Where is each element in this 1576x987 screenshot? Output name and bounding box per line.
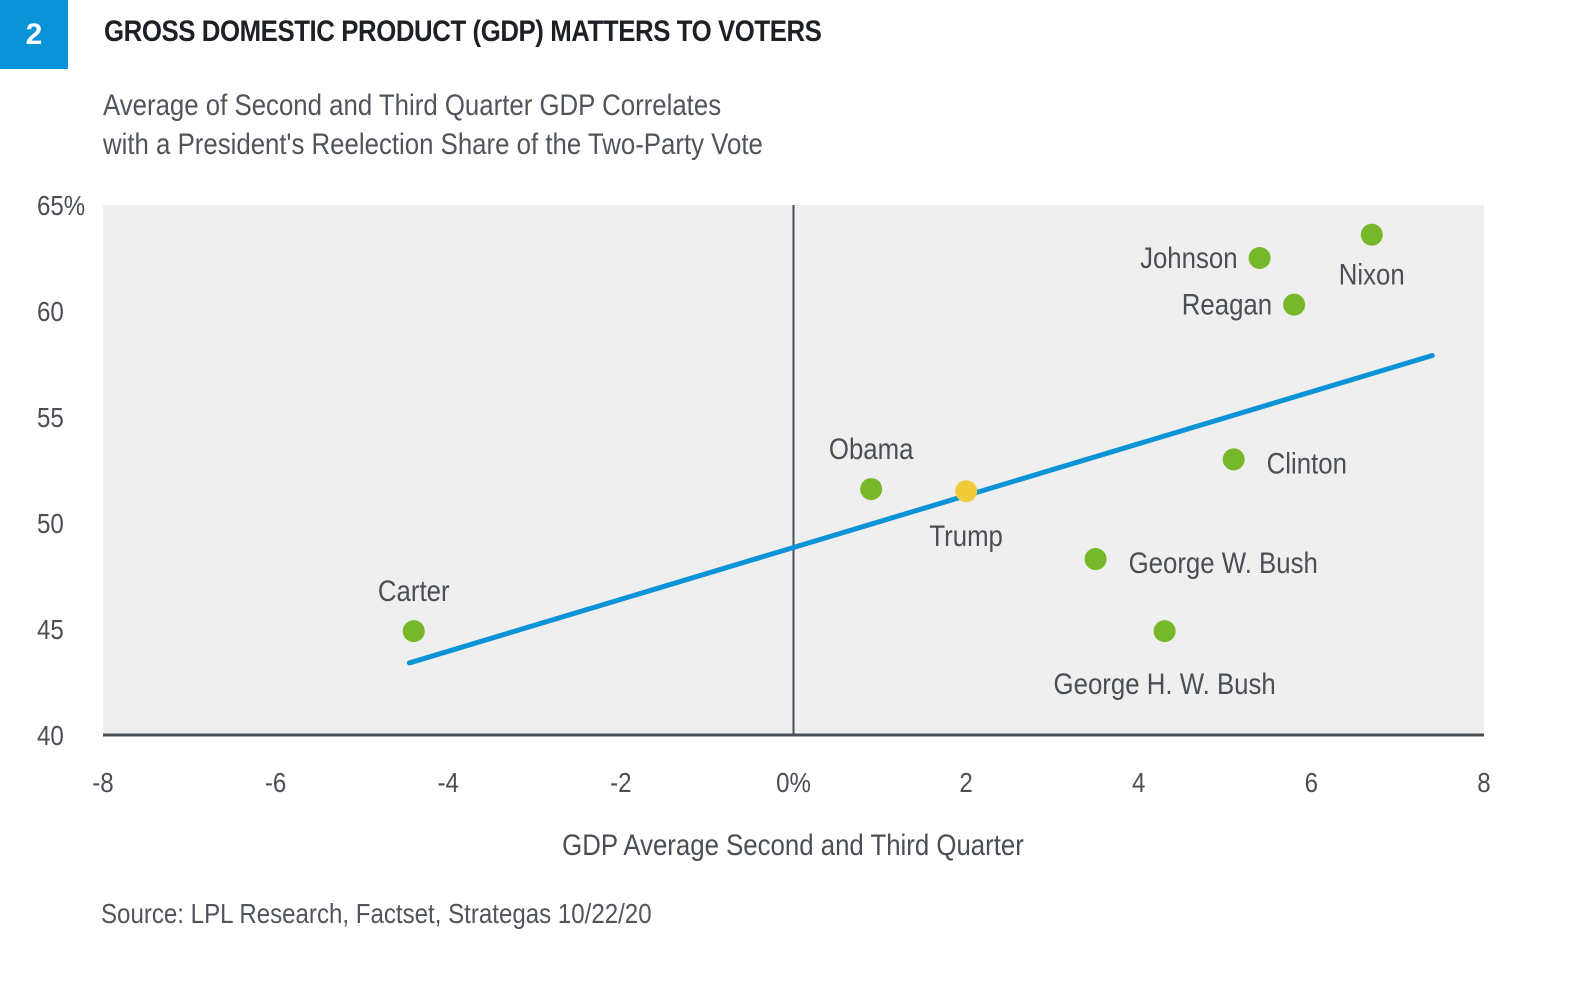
x-tick-label: 6 (1305, 766, 1318, 798)
data-point-obama (860, 478, 883, 501)
x-tick-label: -8 (92, 766, 113, 798)
data-label-george-h-w-bush: George H. W. Bush (1054, 667, 1276, 700)
data-point-george-w-bush (1084, 548, 1107, 571)
data-point-reagan (1283, 293, 1306, 316)
data-label-clinton: Clinton (1267, 447, 1347, 480)
y-tick-label: 45 (37, 613, 64, 645)
subtitle-line-2: with a President's Reelection Share of t… (103, 128, 763, 161)
data-points: Nixon Johnson Reagan Clinton Obama Trump Georg… (378, 223, 1405, 701)
data-label-nixon: Nixon (1339, 258, 1405, 291)
figure-number-badge: 2 (0, 0, 68, 69)
x-tick-label: -6 (265, 766, 286, 798)
data-label-trump: Trump (929, 519, 1003, 552)
y-tick-label: 60 (37, 295, 64, 327)
data-label-obama: Obama (829, 432, 914, 465)
chart-title: GROSS DOMESTIC PRODUCT (GDP) MATTERS TO … (104, 15, 822, 48)
x-axis-label: GDP Average Second and Third Quarter (562, 828, 1024, 861)
x-tick-label: 2 (959, 766, 972, 798)
chart-subtitle: Average of Second and Third Quarter GDP … (103, 86, 763, 164)
x-tick-label: -2 (610, 766, 631, 798)
source-note: Source: LPL Research, Factset, Strategas… (101, 898, 652, 929)
data-point-johnson (1248, 247, 1271, 269)
data-label-george-w-bush: George W. Bush (1129, 546, 1318, 579)
data-label-johnson: Johnson (1140, 241, 1238, 274)
y-tick-label: 65% (37, 189, 85, 221)
trend-line (406, 353, 1435, 666)
data-label-carter: Carter (378, 574, 450, 607)
data-point-trump (955, 480, 978, 503)
y-axis-ticks: 40 45 50 55 60 65% (37, 189, 85, 751)
data-point-carter (402, 620, 425, 643)
data-point-clinton (1222, 448, 1245, 471)
x-tick-label: 4 (1132, 766, 1145, 798)
x-tick-label: 0% (776, 766, 811, 798)
data-point-george-h-w-bush (1153, 620, 1176, 643)
y-tick-label: 40 (37, 719, 64, 751)
x-axis-ticks: -8 -6 -4 -2 0% 2 4 6 8 (92, 766, 1490, 798)
subtitle-line-1: Average of Second and Third Quarter GDP … (103, 89, 722, 122)
x-tick-label: 8 (1477, 766, 1490, 798)
y-tick-label: 55 (37, 401, 64, 433)
x-tick-label: -4 (438, 766, 459, 798)
y-tick-label: 50 (37, 507, 64, 539)
data-label-reagan: Reagan (1182, 288, 1272, 321)
data-point-nixon (1360, 223, 1383, 246)
